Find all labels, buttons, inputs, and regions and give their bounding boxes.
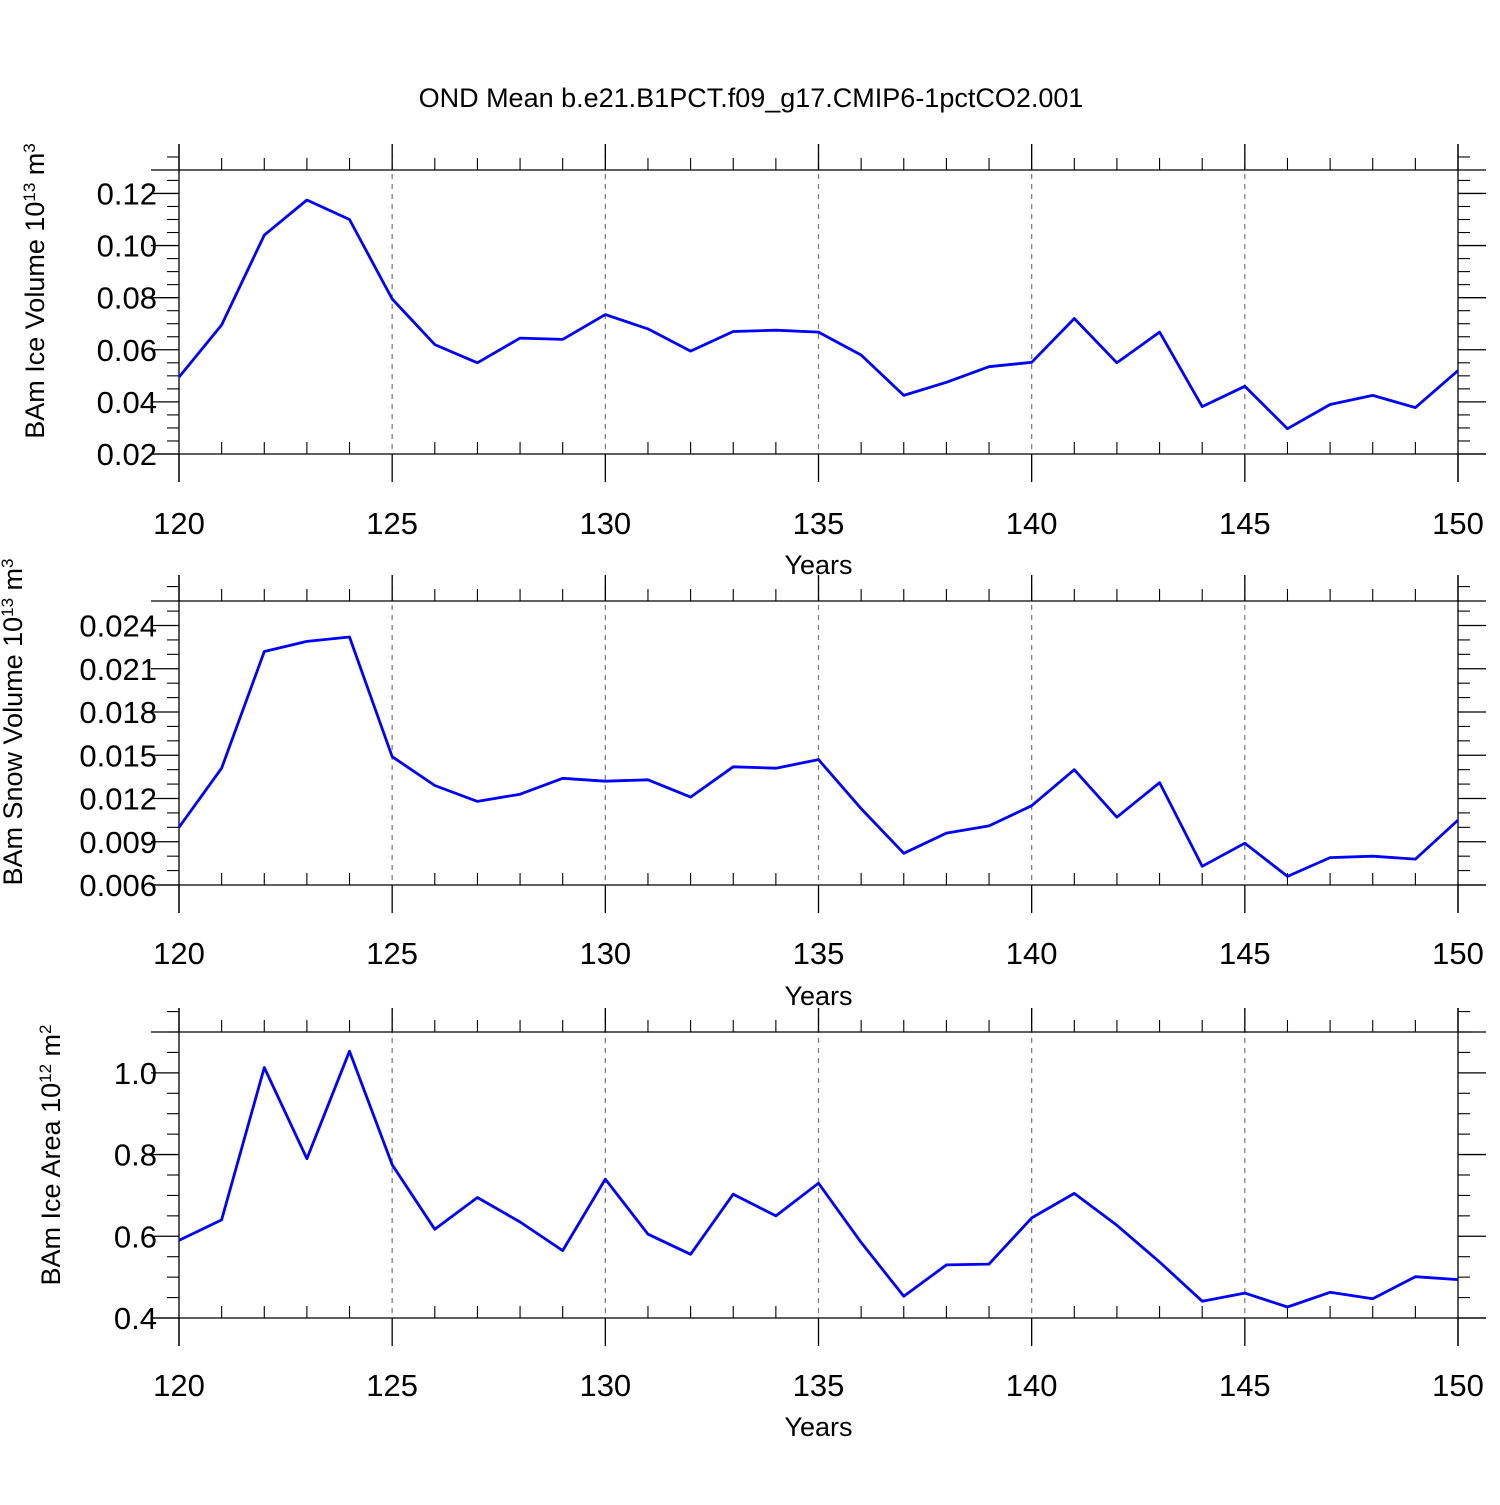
x-tick-label: 140 bbox=[1006, 1368, 1058, 1403]
x-axis-title: Years bbox=[784, 1412, 852, 1442]
panel-ice-area: 0.4 0.6 0.8 1.0 120 125 130 135 140 145 150 Years BA… bbox=[36, 1008, 1487, 1442]
y-tick-label: 0.015 bbox=[79, 738, 157, 773]
y-axis-title-unit: m bbox=[36, 1034, 66, 1064]
y-axis-title: BAm Ice Area 1012 m2 bbox=[36, 1025, 67, 1286]
x-tick-label: 125 bbox=[366, 1368, 418, 1403]
y-axis-title-main: BAm Ice Volume 10 bbox=[20, 202, 50, 439]
y-axis-title-unit-exponent: 3 bbox=[20, 143, 39, 152]
y-axis-title: BAm Snow Volume 1013 m3 bbox=[0, 558, 28, 885]
x-tick-label: 140 bbox=[1006, 506, 1058, 541]
y-tick-label: 0.12 bbox=[97, 176, 157, 211]
panel-ice-volume: 0.02 0.04 0.06 0.08 0.10 0.12 120 125 130 135 140 1… bbox=[20, 143, 1487, 580]
y-axis-title-main: BAm Ice Area 10 bbox=[36, 1083, 66, 1286]
x-tick-label: 125 bbox=[366, 506, 418, 541]
x-tick-label: 145 bbox=[1219, 936, 1271, 971]
figure-title: OND Mean b.e21.B1PCT.f09_g17.CMIP6-1pctC… bbox=[419, 83, 1084, 113]
x-tick-label: 150 bbox=[1432, 936, 1484, 971]
x-tick-label: 150 bbox=[1432, 1368, 1484, 1403]
y-tick-label: 0.006 bbox=[79, 868, 157, 903]
x-tick-label: 135 bbox=[793, 936, 845, 971]
x-tick-label: 120 bbox=[153, 1368, 205, 1403]
y-axis-title-unit: m bbox=[0, 568, 28, 598]
x-tick-label: 130 bbox=[579, 1368, 631, 1403]
x-tick-label: 135 bbox=[793, 1368, 845, 1403]
y-tick-label: 0.021 bbox=[79, 652, 157, 687]
y-tick-label: 0.10 bbox=[97, 229, 157, 264]
x-tick-label: 135 bbox=[793, 506, 845, 541]
y-axis-title-main: BAm Snow Volume 10 bbox=[0, 617, 28, 886]
x-tick-label: 150 bbox=[1432, 506, 1484, 541]
y-tick-label: 0.08 bbox=[97, 281, 157, 316]
x-tick-label: 120 bbox=[153, 936, 205, 971]
y-axis-title-exponent: 13 bbox=[0, 598, 17, 617]
y-tick-label: 0.06 bbox=[97, 333, 157, 368]
x-tick-label: 130 bbox=[579, 936, 631, 971]
x-tick-label: 140 bbox=[1006, 936, 1058, 971]
y-axis-title-exponent: 12 bbox=[36, 1064, 55, 1083]
y-axis-title-unit-exponent: 2 bbox=[36, 1025, 55, 1034]
y-tick-label: 1.0 bbox=[114, 1056, 157, 1091]
y-tick-label: 0.04 bbox=[97, 385, 157, 420]
y-axis-title-unit: m bbox=[20, 153, 50, 183]
y-tick-label: 0.009 bbox=[79, 825, 157, 860]
y-tick-label: 0.8 bbox=[114, 1138, 157, 1173]
y-tick-label: 0.024 bbox=[79, 609, 157, 644]
y-axis-title-unit-exponent: 3 bbox=[0, 558, 17, 567]
x-tick-label: 145 bbox=[1219, 1368, 1271, 1403]
y-tick-label: 0.6 bbox=[114, 1219, 157, 1254]
y-tick-label: 0.4 bbox=[114, 1301, 157, 1336]
y-axis-title-exponent: 13 bbox=[20, 183, 39, 202]
y-tick-label: 0.012 bbox=[79, 782, 157, 817]
x-axis-title: Years bbox=[784, 981, 852, 1011]
y-tick-label: 0.018 bbox=[79, 695, 157, 730]
x-tick-label: 145 bbox=[1219, 506, 1271, 541]
panel-snow-volume: 0.006 0.009 0.012 0.015 0.018 0.021 0.024 120 12… bbox=[0, 558, 1486, 1011]
x-tick-label: 120 bbox=[153, 506, 205, 541]
y-axis-title: BAm Ice Volume 1013 m3 bbox=[20, 143, 51, 439]
x-tick-label: 125 bbox=[366, 936, 418, 971]
x-tick-label: 130 bbox=[579, 506, 631, 541]
y-tick-label: 0.02 bbox=[97, 437, 157, 472]
